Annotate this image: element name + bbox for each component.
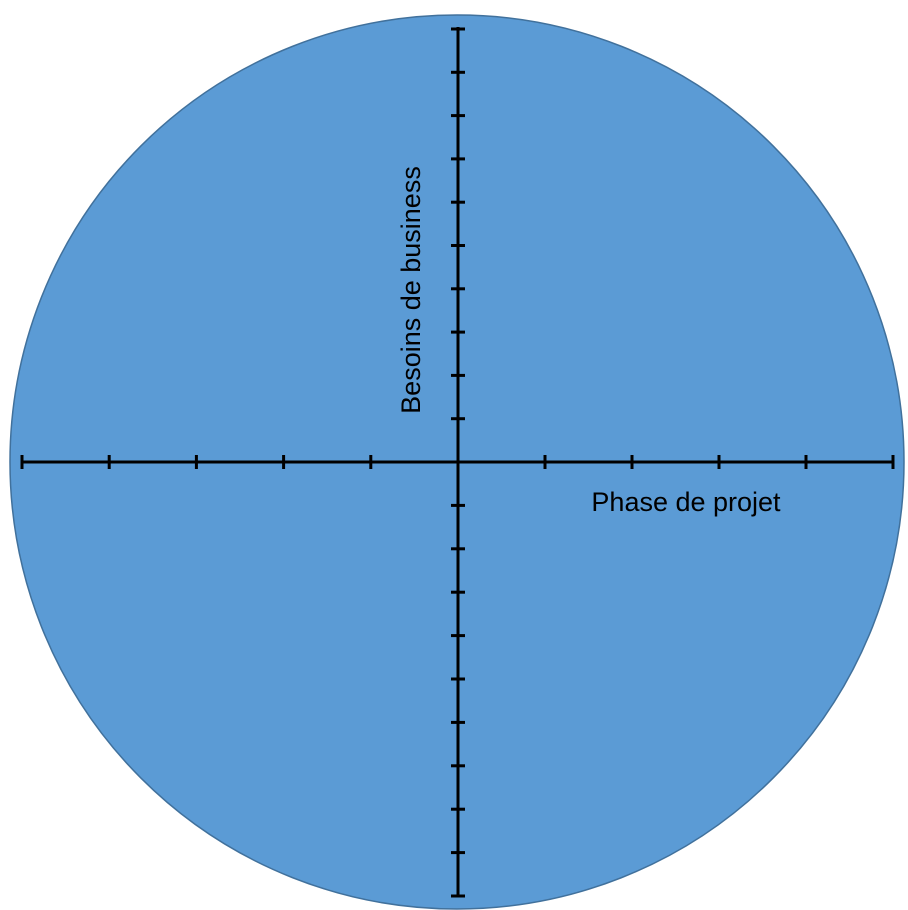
axis-ticks bbox=[20, 27, 895, 898]
x-axis-label: Phase de projet bbox=[591, 487, 781, 517]
y-axis-label: Besoins de business bbox=[396, 166, 426, 414]
axes bbox=[20, 27, 895, 898]
